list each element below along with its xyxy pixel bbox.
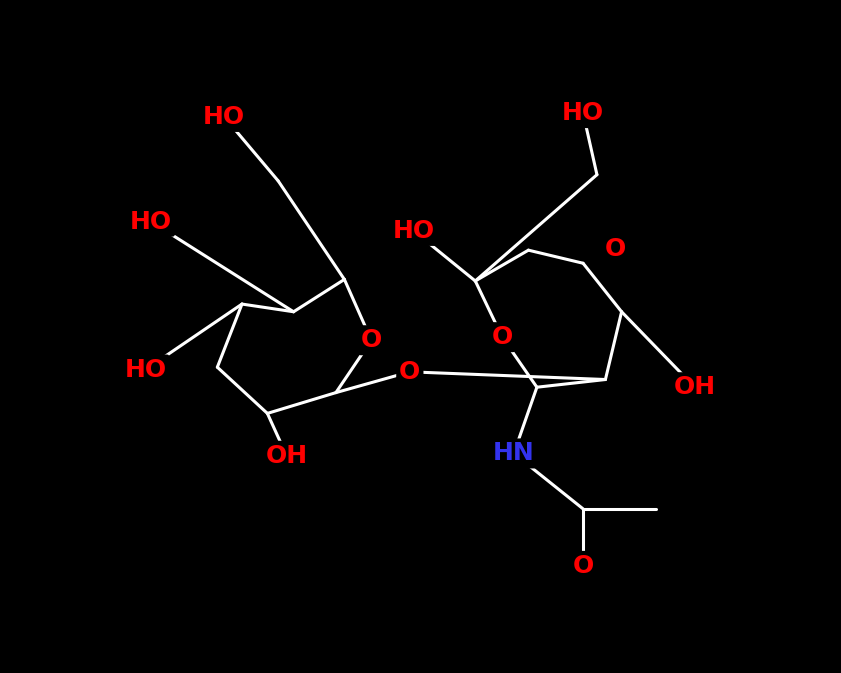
Text: O: O (399, 360, 420, 384)
Text: HO: HO (130, 210, 172, 234)
Text: HO: HO (124, 357, 167, 382)
Text: OH: OH (674, 376, 716, 399)
Text: OH: OH (266, 444, 308, 468)
Text: O: O (605, 237, 626, 260)
Text: HO: HO (204, 105, 246, 129)
Text: O: O (492, 325, 513, 349)
Text: O: O (573, 554, 594, 578)
Text: HO: HO (393, 219, 435, 243)
Text: HN: HN (493, 441, 535, 466)
Text: O: O (361, 328, 382, 352)
Text: HO: HO (562, 101, 604, 125)
